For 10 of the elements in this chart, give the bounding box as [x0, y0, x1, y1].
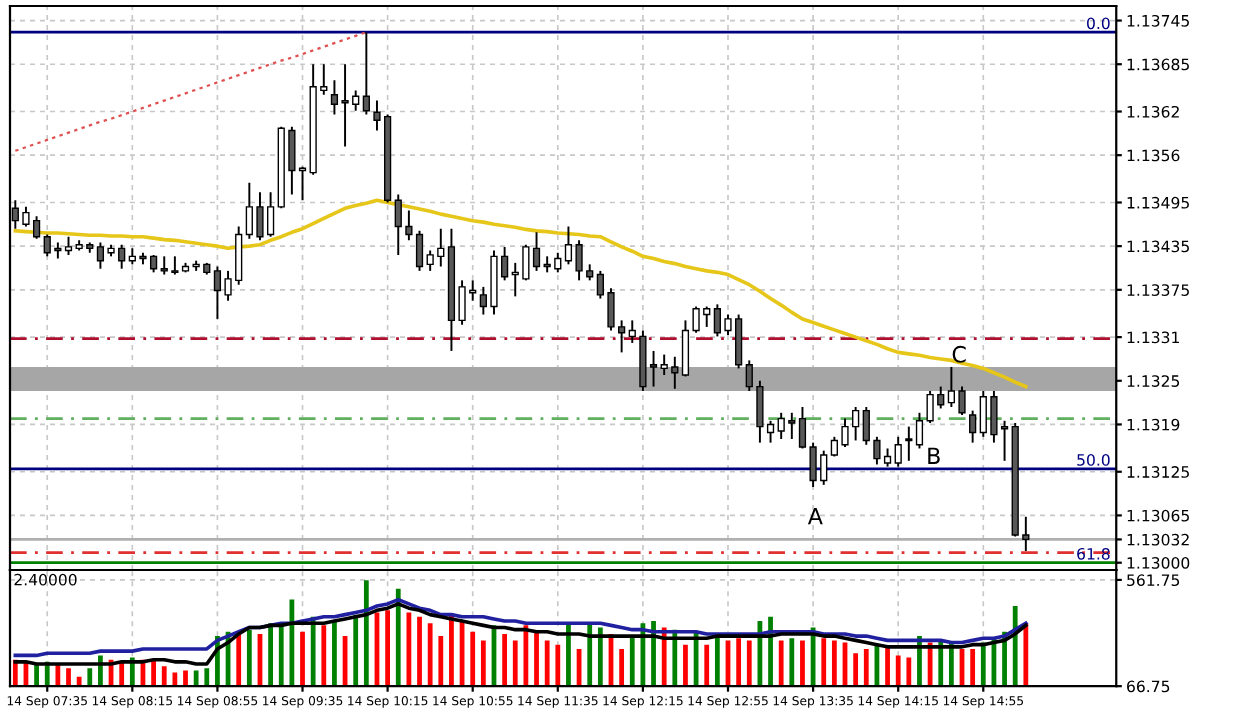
- line-series: [14, 31, 368, 152]
- annotation: B: [928, 447, 940, 464]
- candlestick: [905, 425, 913, 462]
- annotation: A: [807, 508, 823, 525]
- candlestick: [362, 31, 370, 116]
- candlestick: [969, 409, 977, 444]
- line-series: [13, 198, 1028, 389]
- candlestick: [64, 235, 73, 256]
- candlestick: [894, 435, 902, 468]
- annotation: C: [952, 345, 966, 363]
